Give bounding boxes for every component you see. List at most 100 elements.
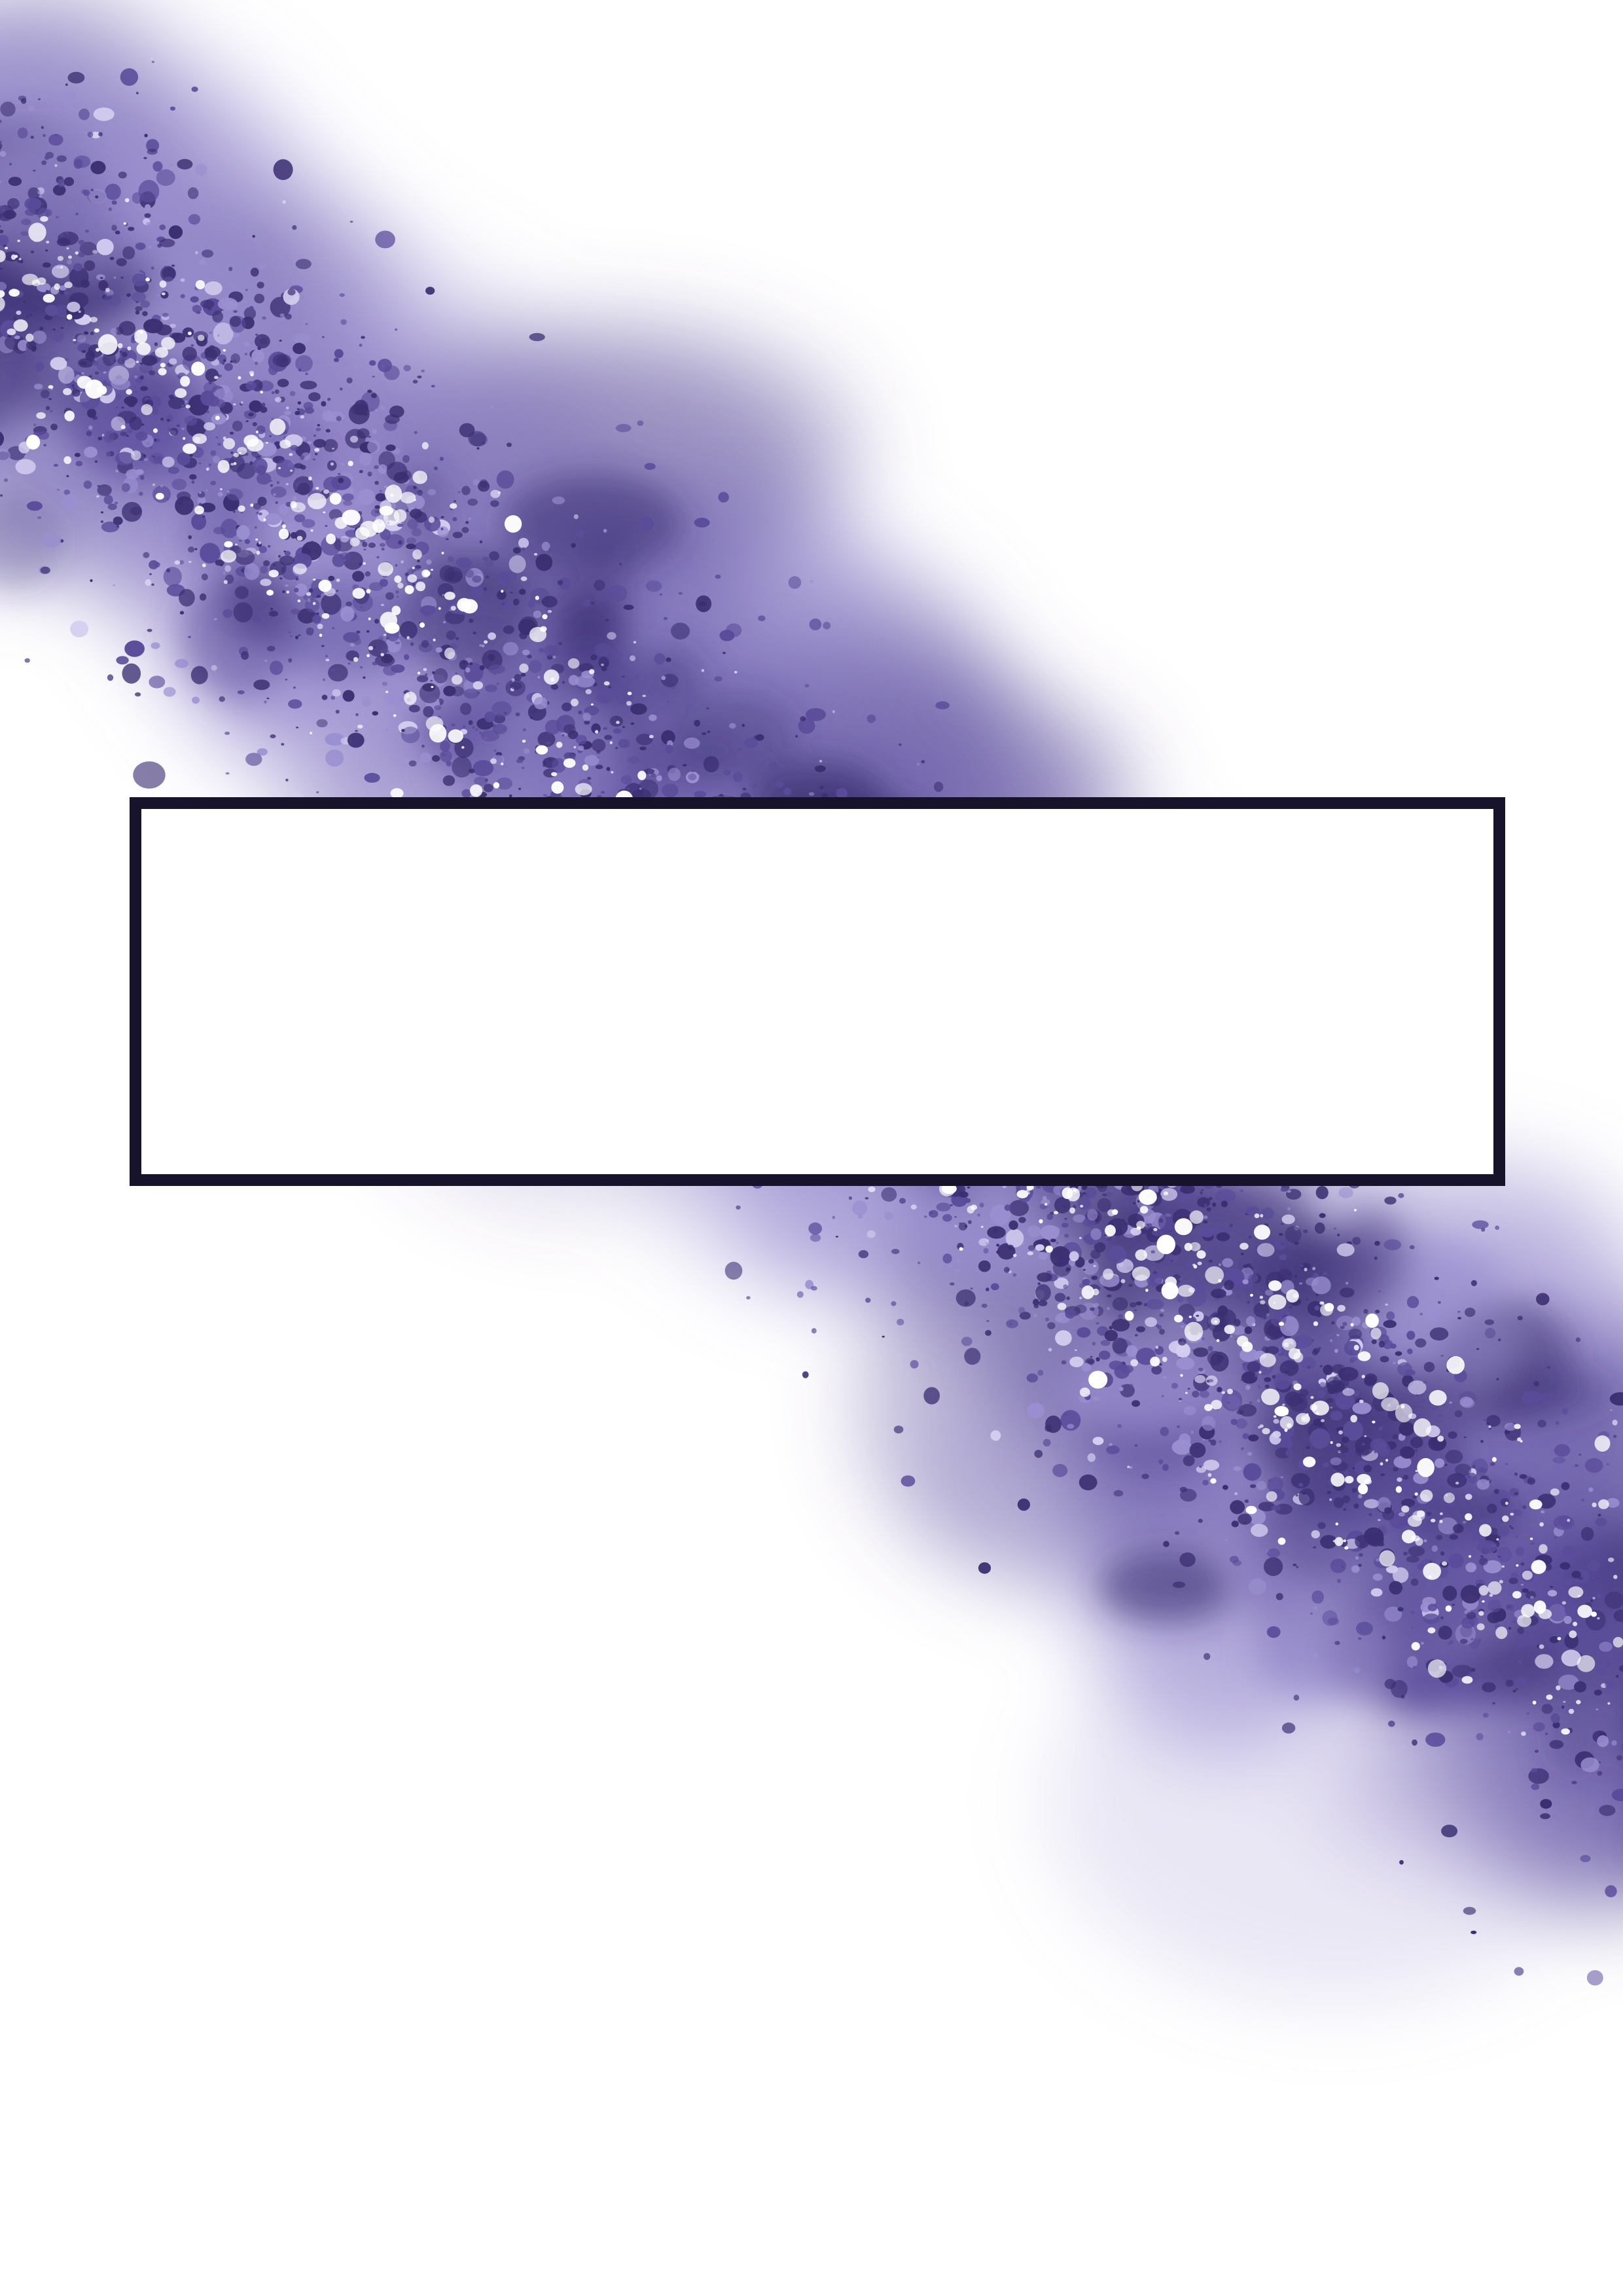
glitter-speck — [321, 645, 325, 647]
glitter-speck — [1090, 1249, 1101, 1259]
glitter-speck — [1177, 1297, 1184, 1302]
glitter-speck — [1605, 1680, 1616, 1689]
glitter-speck — [26, 340, 37, 350]
glitter-speck — [1146, 1299, 1164, 1310]
glitter-speck — [1498, 1555, 1501, 1558]
glitter-speck — [1435, 1458, 1445, 1468]
glitter-sparkle — [334, 516, 348, 529]
glitter-speck — [168, 225, 183, 240]
glitter-speck — [90, 188, 94, 192]
glitter-speck — [1160, 1427, 1169, 1437]
glitter-speck — [811, 1328, 817, 1334]
glitter-speck — [24, 197, 42, 211]
glitter-speck — [24, 455, 27, 458]
glitter-speck — [236, 525, 250, 540]
glitter-speck — [1090, 1228, 1101, 1240]
glitter-speck — [440, 740, 450, 752]
glitter-speck — [243, 342, 250, 348]
glitter-speck — [1588, 1487, 1594, 1492]
glitter-sparkle — [194, 505, 204, 515]
glitter-speck — [340, 606, 355, 622]
glitter-speck — [103, 351, 116, 367]
glitter-speck — [1431, 1545, 1438, 1552]
glitter-speck — [1410, 1437, 1423, 1448]
glitter-speck — [383, 485, 388, 489]
glitter-speck — [103, 431, 115, 443]
glitter-speck — [1419, 1398, 1426, 1403]
glitter-speck — [270, 486, 287, 498]
glitter-sparkle — [255, 538, 259, 541]
glitter-speck — [1037, 1272, 1052, 1282]
glitter-speck — [472, 726, 476, 729]
glitter-speck — [1377, 1518, 1381, 1522]
glitter-speck — [662, 783, 679, 798]
glitter-sparkle — [323, 489, 329, 494]
glitter-speck — [1515, 1642, 1524, 1650]
glitter-speck — [248, 412, 254, 417]
glitter-speck — [118, 321, 136, 336]
glitter-speck — [1398, 1193, 1404, 1198]
glitter-speck — [1569, 1603, 1578, 1610]
glitter-speck — [1169, 1255, 1179, 1263]
glitter-speck — [368, 436, 371, 438]
glitter-speck — [342, 493, 354, 501]
glitter-speck — [742, 787, 747, 791]
glitter-speck — [258, 512, 262, 516]
glitter-speck — [1178, 1433, 1191, 1447]
glitter-speck — [198, 503, 202, 506]
glitter-sparkle — [1428, 1575, 1432, 1579]
glitter-speck — [544, 719, 562, 735]
glitter-speck — [294, 636, 299, 639]
glitter-sparkle — [68, 255, 72, 259]
glitter-speck — [131, 450, 141, 461]
glitter-speck — [1207, 1346, 1213, 1352]
glitter-speck — [212, 310, 223, 323]
glitter-speck — [16, 310, 22, 315]
glitter-speck — [956, 1258, 961, 1263]
glitter-speck — [899, 1198, 906, 1204]
glitter-speck — [228, 266, 233, 272]
glitter-speck — [1258, 1501, 1275, 1512]
glitter-speck — [179, 611, 185, 615]
glitter-sparkle — [1304, 1267, 1308, 1272]
glitter-sparkle — [1414, 1492, 1418, 1496]
glitter-speck — [390, 503, 397, 509]
glitter-sparkle — [1478, 1611, 1484, 1616]
glitter-speck — [473, 479, 480, 486]
glitter-speck — [1561, 1546, 1577, 1560]
glitter-speck — [1236, 1294, 1240, 1298]
glitter-speck — [117, 461, 122, 465]
glitter-sparkle — [1539, 1544, 1548, 1554]
glitter-speck — [187, 187, 199, 200]
glitter-speck — [1281, 1223, 1284, 1225]
glitter-speck — [465, 521, 469, 524]
glitter-speck — [1408, 1546, 1425, 1557]
glitter-sparkle — [269, 418, 286, 435]
glitter-speck — [205, 368, 219, 382]
glitter-speck — [1042, 1196, 1047, 1201]
glitter-speck — [608, 686, 611, 689]
glitter-speck — [1480, 1555, 1484, 1558]
glitter-speck — [1280, 1188, 1288, 1192]
glitter-sparkle — [1576, 1700, 1581, 1704]
glitter-speck — [606, 584, 628, 602]
glitter-sparkle — [470, 784, 483, 797]
glitter-speck — [1348, 1329, 1363, 1340]
glitter-speck — [1448, 1553, 1464, 1569]
glitter-speck — [407, 518, 418, 529]
glitter-sparkle — [1145, 1289, 1149, 1292]
glitter-sparkle — [431, 686, 434, 689]
glitter-speck — [1599, 1641, 1613, 1652]
glitter-speck — [1175, 1531, 1180, 1535]
glitter-speck — [128, 226, 135, 231]
glitter-speck — [1423, 1381, 1427, 1384]
glitter-sparkle — [590, 703, 594, 706]
glitter-speck — [219, 696, 225, 702]
glitter-speck — [537, 731, 556, 747]
glitter-sparkle — [1163, 1191, 1169, 1196]
glitter-sparkle — [385, 484, 402, 503]
glitter-speck — [57, 488, 60, 491]
glitter-speck — [156, 169, 175, 186]
glitter-speck — [1266, 1548, 1281, 1558]
glitter-sparkle — [1139, 1189, 1157, 1205]
